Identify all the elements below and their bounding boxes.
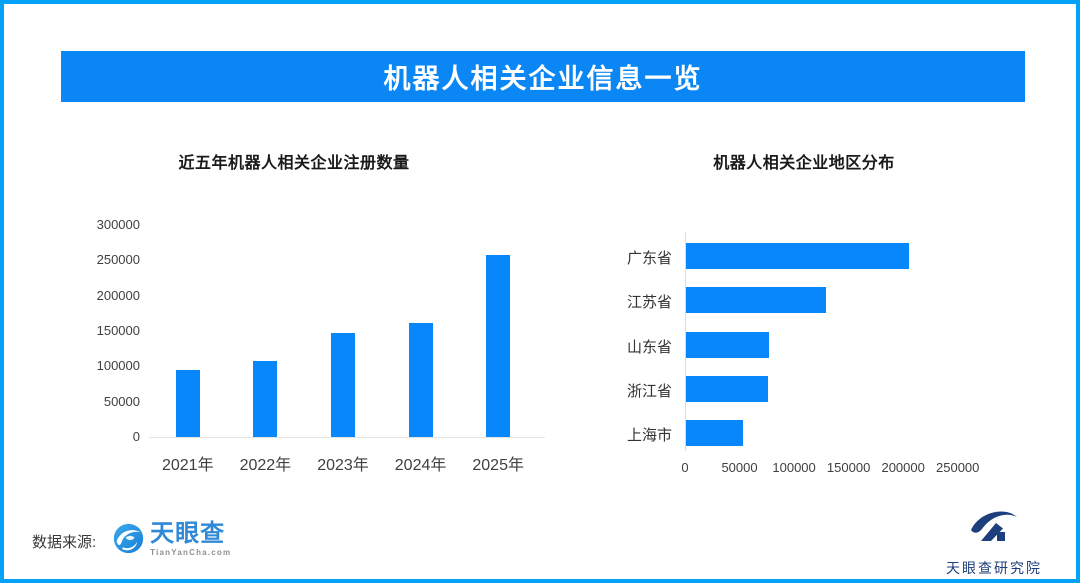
institute-logo-icon <box>967 507 1021 554</box>
bar-2023年 <box>331 333 355 437</box>
page-title: 机器人相关企业信息一览 <box>383 64 703 94</box>
x-axis-category-label: 2025年 <box>472 457 524 474</box>
tianyancha-logo-text: 天眼查 <box>150 520 226 547</box>
region-distribution-bar-chart: 机器人相关企业地区分布 广东省江苏省山东省浙江省上海市 0 50000 100000 1… <box>604 144 1034 489</box>
title-banner: 机器人相关企业信息一览 <box>61 51 1025 102</box>
tianyancha-wordmark: 天眼查 TianYanCha.com <box>150 522 231 557</box>
bar-2024年 <box>408 323 433 437</box>
x-axis-tick-label: 200000 <box>881 460 925 476</box>
y-axis-tick-label: 250000 <box>96 252 140 268</box>
institute-logo-block: 天眼查研究院 <box>929 507 1059 578</box>
y-axis-tick-label: 300000 <box>96 217 140 232</box>
y-axis-tick-label: 100000 <box>96 358 140 374</box>
x-axis-tick-label: 0 <box>681 460 689 476</box>
x-axis-category-label: 2024年 <box>394 457 447 474</box>
x-axis-tick-label: 50000 <box>721 460 758 476</box>
x-axis-tick-label: 250000 <box>936 460 980 476</box>
x-axis-tick-label: 150000 <box>826 460 871 476</box>
x-axis-category-label: 2021年 <box>161 457 214 474</box>
bar-山东省 <box>686 331 769 358</box>
category-label-江苏省: 江苏省 <box>626 294 672 312</box>
x-axis-category-label: 2023年 <box>317 457 369 474</box>
bar-广东省 <box>686 243 909 269</box>
data-source-label: 数据来源: <box>32 533 97 551</box>
registrations-chart-plot-area: 0 50000 100000 150000 200000 250000 300000 2021… <box>89 144 569 489</box>
y-axis-tick-label: 150000 <box>96 323 140 338</box>
bar-上海市 <box>686 420 743 447</box>
data-source-block: 数据来源: 天眼查 TianYanC <box>32 522 231 560</box>
category-label-山东省: 山东省 <box>626 338 672 356</box>
x-axis-tick-label: 100000 <box>772 460 816 476</box>
bar-浙江省 <box>686 375 768 402</box>
tianyancha-eye-icon <box>112 522 145 560</box>
institute-logo-text: 天眼查研究院 <box>946 560 1042 576</box>
category-label-上海市: 上海市 <box>626 427 672 445</box>
bar-2022年 <box>253 361 278 437</box>
registrations-bar-chart: 近五年机器人相关企业注册数量 0 50000 100000 150000 200000 2… <box>89 144 569 489</box>
category-label-广东省: 广东省 <box>626 250 672 267</box>
bar-2021年 <box>175 369 200 437</box>
x-axis-category-label: 2022年 <box>239 457 292 474</box>
y-axis-tick-label: 50000 <box>103 393 140 409</box>
tianyancha-logo-url: TianYanCha.com <box>150 548 232 557</box>
bar-2025年 <box>486 254 511 437</box>
category-label-浙江省: 浙江省 <box>626 382 672 400</box>
y-axis-tick-label: 200000 <box>96 287 140 303</box>
y-axis-line <box>685 232 686 452</box>
bar-江苏省 <box>686 287 826 314</box>
y-axis-tick-label: 0 <box>132 429 140 444</box>
region-chart-title: 机器人相关企业地区分布 <box>713 155 895 172</box>
x-axis-line <box>149 437 545 438</box>
registrations-chart-title: 近五年机器人相关企业注册数量 <box>178 155 410 172</box>
region-chart-plot-area: 广东省江苏省山东省浙江省上海市 0 50000 100000 150000 200000 2… <box>604 144 1034 489</box>
tianyancha-logo: 天眼查 TianYanCha.com <box>112 522 231 560</box>
